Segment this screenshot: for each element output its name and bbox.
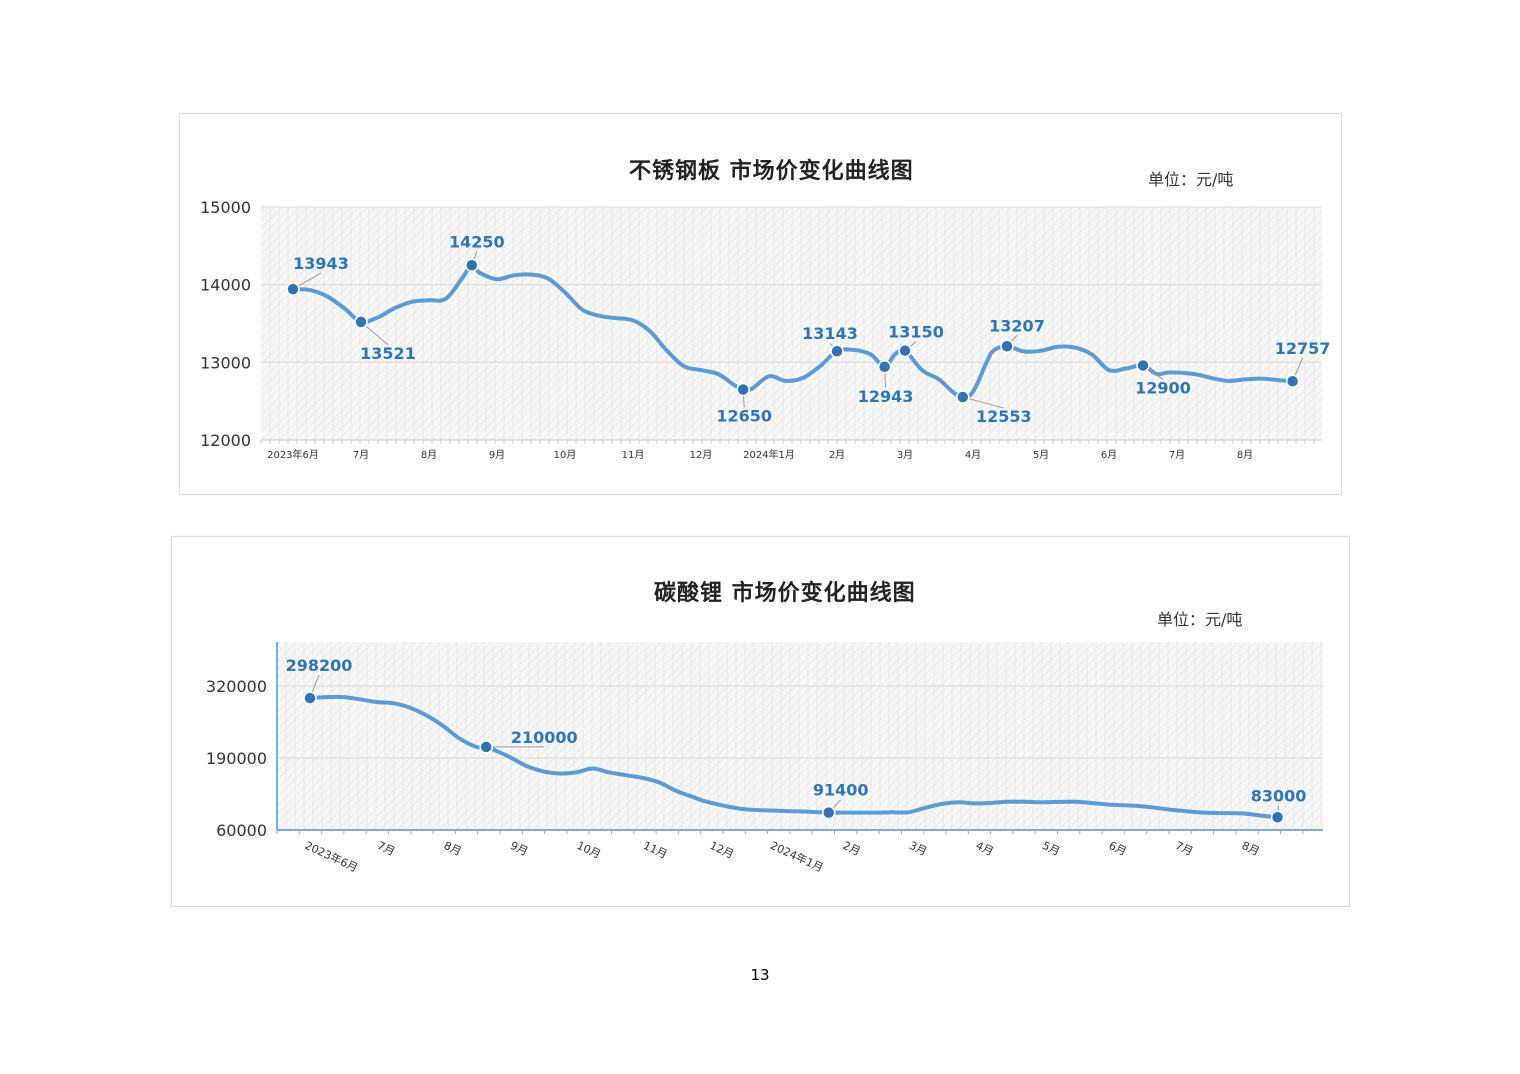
data-point-marker (1000, 339, 1014, 354)
x-tick-label: 4月 (974, 839, 996, 858)
data-label: 12553 (976, 407, 1032, 426)
data-label: 13207 (989, 316, 1045, 335)
x-tick-label: 7月 (375, 839, 397, 858)
data-point-marker (354, 315, 368, 329)
x-tick-label: 2月 (841, 839, 863, 858)
x-tick-label: 12月 (708, 839, 736, 861)
data-label: 13943 (293, 254, 349, 273)
y-tick-label: 12000 (200, 431, 251, 450)
x-tick-label: 8月 (421, 449, 437, 461)
x-tick-label: 7月 (353, 449, 369, 461)
data-point-marker (286, 282, 300, 296)
x-tick-label: 3月 (907, 839, 929, 858)
x-tick-label: 8月 (1237, 449, 1253, 461)
x-tick-label: 2月 (829, 449, 845, 461)
data-point-marker (877, 360, 892, 374)
data-label: 14250 (449, 232, 505, 251)
x-tick-label: 2023年6月 (303, 838, 361, 875)
data-point-marker (736, 382, 750, 397)
data-point-marker (465, 258, 479, 272)
data-label: 13143 (802, 324, 858, 343)
data-point-marker (1136, 358, 1150, 373)
x-tick-label: 4月 (965, 449, 981, 461)
x-tick-label: 3月 (897, 449, 913, 461)
data-point-marker (1270, 810, 1285, 825)
x-tick-label: 11月 (641, 839, 669, 861)
plot-area (277, 642, 1323, 830)
x-tick-label: 2024年1月 (743, 448, 795, 461)
x-tick-label: 8月 (442, 839, 464, 858)
data-point-marker (821, 805, 836, 820)
unit-label: 单位：元/吨 (1157, 610, 1243, 629)
x-tick-label: 5月 (1033, 449, 1049, 461)
data-label: 83000 (1251, 786, 1307, 805)
data-label: 13521 (360, 344, 416, 363)
x-tick-label: 5月 (1040, 839, 1062, 858)
x-tick-label: 9月 (489, 449, 505, 461)
data-label: 12757 (1275, 339, 1331, 358)
lithium-carbonate-line-chart: 60000 190000 320000 2023年6月 7月 8月 9月 10月 11月 12月 2… (206, 642, 1323, 875)
data-label: 210000 (511, 728, 578, 747)
unit-label: 单位：元/吨 (1148, 170, 1234, 189)
series-line (308, 694, 1280, 820)
chart-title: 碳酸锂 市场价变化曲线图 (654, 581, 916, 606)
y-tick-label: 320000 (206, 677, 267, 696)
data-point-marker (830, 344, 844, 358)
x-tick-label: 10月 (554, 449, 577, 461)
data-point-marker (898, 343, 912, 358)
x-tick-label: 2023年6月 (267, 448, 319, 461)
data-label: 91400 (813, 781, 869, 800)
y-tick-label: 60000 (216, 821, 267, 840)
x-tick-label: 11月 (622, 449, 645, 461)
y-tick-label: 14000 (200, 276, 251, 295)
y-tick-label: 13000 (200, 353, 251, 372)
data-point-marker (303, 691, 317, 705)
data-point-marker (956, 390, 970, 404)
data-label: 12900 (1135, 378, 1191, 397)
x-tick-label: 12月 (690, 449, 713, 461)
y-tick-label: 15000 (200, 198, 251, 217)
x-tick-label: 7月 (1169, 449, 1185, 461)
x-tick-label: 8月 (1240, 839, 1262, 858)
plot-area (261, 207, 1322, 440)
lithium-carbonate-chart-card: 碳酸锂 市场价变化曲线图 单位：元/吨 60000 190000 320000 202… (171, 536, 1350, 907)
x-tick-label: 6月 (1107, 839, 1129, 858)
data-label: 12650 (716, 407, 772, 426)
data-label-leader (962, 396, 1004, 409)
x-tick-label: 9月 (508, 839, 530, 858)
y-tick-label: 190000 (206, 749, 267, 768)
data-label: 13150 (888, 323, 944, 342)
stainless-steel-line-chart: 12000 13000 14000 15000 2023年6月 7月 8月 9月 10月 11月 1… (200, 198, 1331, 461)
data-label: 298200 (286, 656, 353, 675)
data-point-marker (1285, 374, 1300, 388)
x-tick-label: 6月 (1101, 449, 1117, 461)
page-number: 13 (750, 966, 770, 984)
chart-title: 不锈钢板 市场价变化曲线图 (629, 159, 914, 184)
stainless-steel-chart-card: 不锈钢板 市场价变化曲线图 单位：元/吨 12000 13000 14000 1500… (179, 113, 1342, 495)
x-tick-label: 7月 (1173, 839, 1195, 858)
data-point-marker (479, 740, 493, 754)
data-label: 12943 (858, 387, 914, 406)
x-tick-label: 2024年1月 (768, 838, 826, 875)
x-tick-label: 10月 (575, 839, 603, 861)
